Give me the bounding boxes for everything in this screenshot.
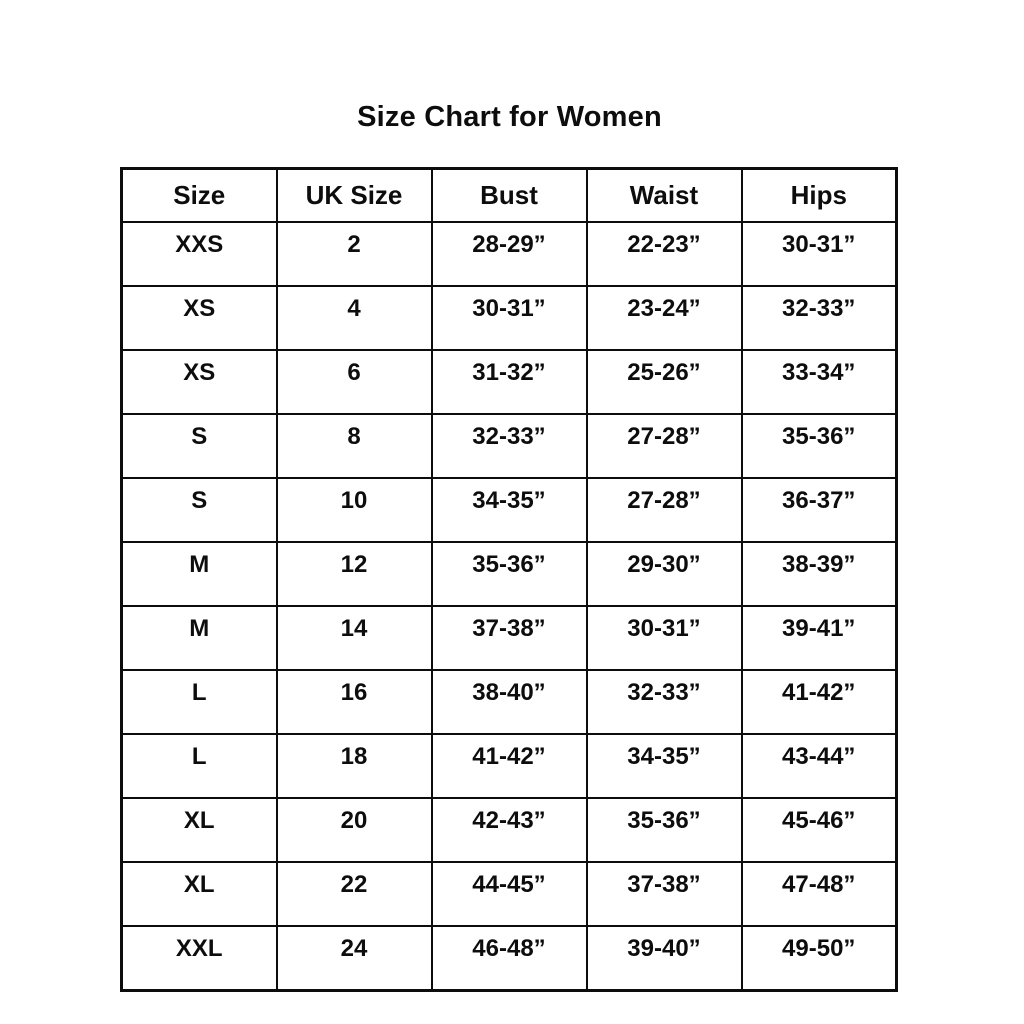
table-row: L 18 41-42” 34-35” 43-44” xyxy=(120,733,898,799)
cell-waist: 35-36” xyxy=(585,797,743,863)
cell-hips: 35-36” xyxy=(740,413,898,479)
cell-hips: 43-44” xyxy=(740,733,898,799)
cell-waist: 29-30” xyxy=(585,541,743,607)
cell-hips: 32-33” xyxy=(740,285,898,351)
cell-bust: 30-31” xyxy=(430,285,588,351)
size-chart-table: Size UK Size Bust Waist Hips XXS 2 28-29” 22-23… xyxy=(120,167,898,992)
cell-size: S xyxy=(120,477,278,543)
column-header-hips: Hips xyxy=(740,167,898,223)
cell-bust: 31-32” xyxy=(430,349,588,415)
cell-hips: 33-34” xyxy=(740,349,898,415)
cell-size: M xyxy=(120,605,278,671)
cell-bust: 46-48” xyxy=(430,925,588,992)
cell-size: XS xyxy=(120,285,278,351)
cell-uk-size: 6 xyxy=(275,349,433,415)
column-header-uk-size: UK Size xyxy=(275,167,433,223)
cell-bust: 32-33” xyxy=(430,413,588,479)
cell-uk-size: 10 xyxy=(275,477,433,543)
cell-uk-size: 2 xyxy=(275,221,433,287)
cell-bust: 37-38” xyxy=(430,605,588,671)
cell-bust: 44-45” xyxy=(430,861,588,927)
cell-bust: 42-43” xyxy=(430,797,588,863)
cell-waist: 34-35” xyxy=(585,733,743,799)
table-row: XS 4 30-31” 23-24” 32-33” xyxy=(120,285,898,351)
cell-bust: 35-36” xyxy=(430,541,588,607)
cell-bust: 41-42” xyxy=(430,733,588,799)
cell-size: XXS xyxy=(120,221,278,287)
table-row: XXS 2 28-29” 22-23” 30-31” xyxy=(120,221,898,287)
cell-waist: 39-40” xyxy=(585,925,743,992)
table-row: XXL 24 46-48” 39-40” 49-50” xyxy=(120,925,898,992)
cell-uk-size: 18 xyxy=(275,733,433,799)
table-row: XS 6 31-32” 25-26” 33-34” xyxy=(120,349,898,415)
cell-hips: 38-39” xyxy=(740,541,898,607)
cell-uk-size: 20 xyxy=(275,797,433,863)
cell-size: XL xyxy=(120,861,278,927)
cell-hips: 36-37” xyxy=(740,477,898,543)
cell-size: L xyxy=(120,733,278,799)
cell-bust: 38-40” xyxy=(430,669,588,735)
cell-uk-size: 4 xyxy=(275,285,433,351)
table-row: M 12 35-36” 29-30” 38-39” xyxy=(120,541,898,607)
cell-bust: 28-29” xyxy=(430,221,588,287)
cell-size: L xyxy=(120,669,278,735)
cell-size: XL xyxy=(120,797,278,863)
cell-hips: 39-41” xyxy=(740,605,898,671)
cell-waist: 22-23” xyxy=(585,221,743,287)
cell-waist: 37-38” xyxy=(585,861,743,927)
header-row: Size UK Size Bust Waist Hips xyxy=(120,167,898,223)
cell-hips: 49-50” xyxy=(740,925,898,992)
column-header-bust: Bust xyxy=(430,167,588,223)
cell-size: XS xyxy=(120,349,278,415)
table-row: XL 22 44-45” 37-38” 47-48” xyxy=(120,861,898,927)
cell-uk-size: 22 xyxy=(275,861,433,927)
cell-uk-size: 12 xyxy=(275,541,433,607)
cell-size: S xyxy=(120,413,278,479)
cell-bust: 34-35” xyxy=(430,477,588,543)
cell-size: M xyxy=(120,541,278,607)
table-row: M 14 37-38” 30-31” 39-41” xyxy=(120,605,898,671)
cell-waist: 30-31” xyxy=(585,605,743,671)
cell-hips: 45-46” xyxy=(740,797,898,863)
column-header-size: Size xyxy=(120,167,278,223)
page-title: Size Chart for Women xyxy=(357,101,662,133)
cell-uk-size: 24 xyxy=(275,925,433,992)
cell-waist: 23-24” xyxy=(585,285,743,351)
cell-hips: 41-42” xyxy=(740,669,898,735)
cell-hips: 47-48” xyxy=(740,861,898,927)
cell-uk-size: 8 xyxy=(275,413,433,479)
cell-waist: 27-28” xyxy=(585,413,743,479)
cell-hips: 30-31” xyxy=(740,221,898,287)
cell-waist: 32-33” xyxy=(585,669,743,735)
table-row: XL 20 42-43” 35-36” 45-46” xyxy=(120,797,898,863)
cell-waist: 25-26” xyxy=(585,349,743,415)
cell-waist: 27-28” xyxy=(585,477,743,543)
table-row: S 8 32-33” 27-28” 35-36” xyxy=(120,413,898,479)
table-row: S 10 34-35” 27-28” 36-37” xyxy=(120,477,898,543)
cell-size: XXL xyxy=(120,925,278,992)
cell-uk-size: 16 xyxy=(275,669,433,735)
table-row: L 16 38-40” 32-33” 41-42” xyxy=(120,669,898,735)
table-header: Size UK Size Bust Waist Hips xyxy=(120,167,898,223)
cell-uk-size: 14 xyxy=(275,605,433,671)
table-body: XXS 2 28-29” 22-23” 30-31” XS 4 30-31” 23-24” 32-… xyxy=(120,221,898,992)
column-header-waist: Waist xyxy=(585,167,743,223)
